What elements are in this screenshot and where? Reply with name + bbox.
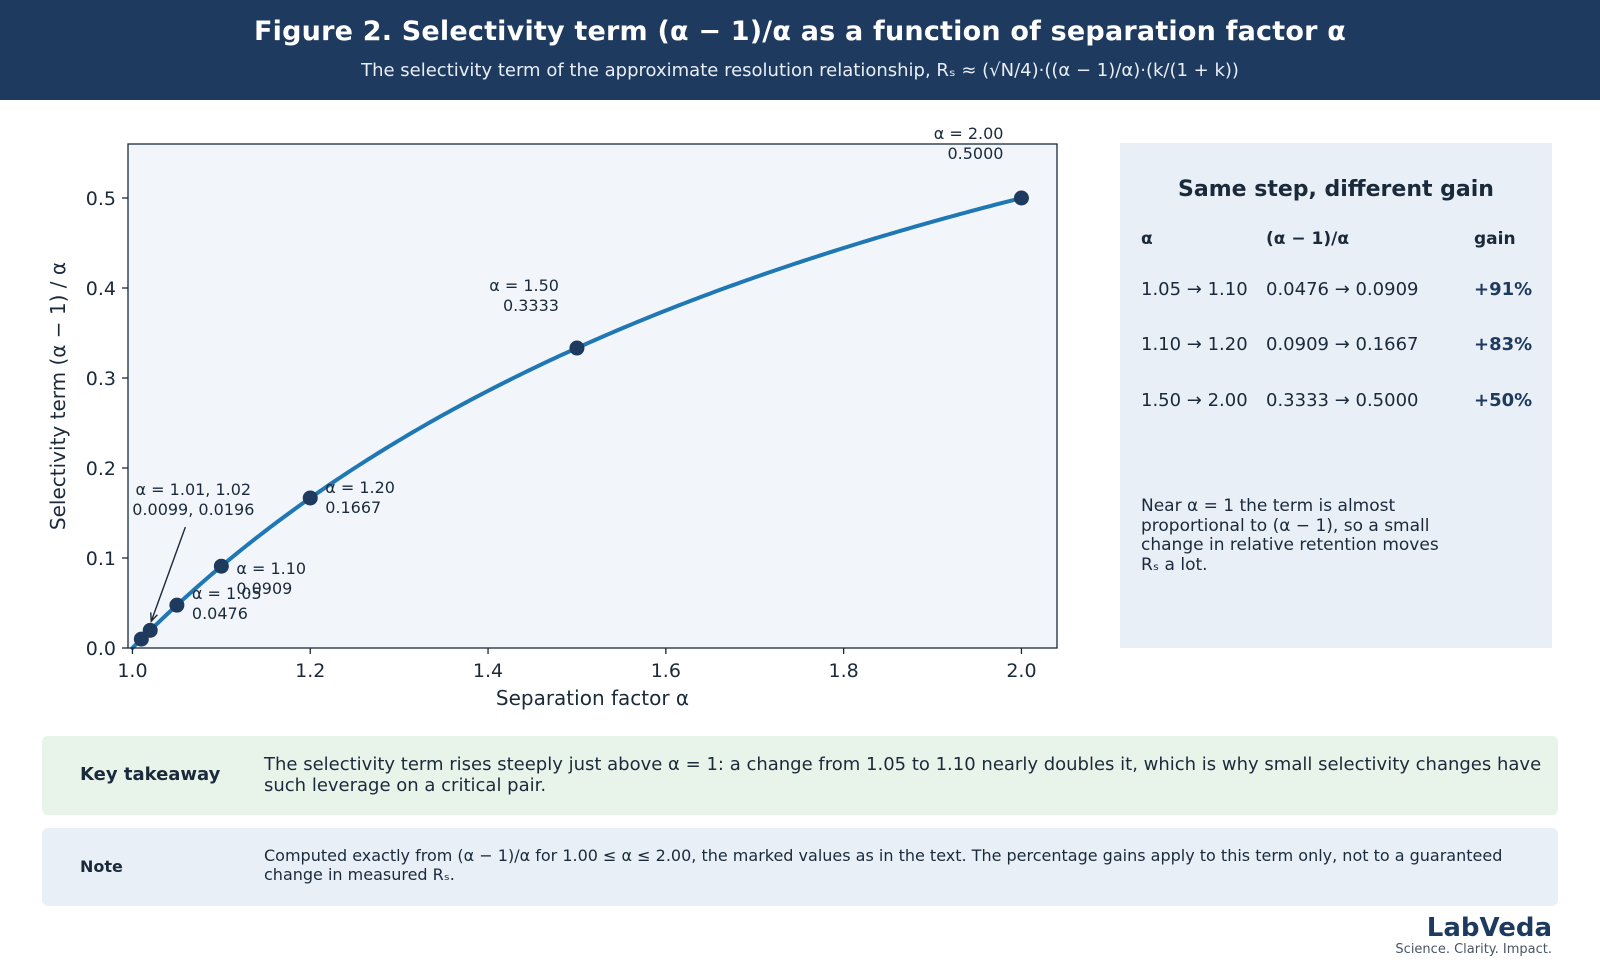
series-layer	[130, 190, 1029, 650]
annotation-value-label: 0.0099, 0.0196	[132, 500, 254, 519]
annotation-value-label: 0.0909	[236, 579, 292, 598]
data-point	[569, 340, 585, 356]
selectivity-chart: 1.0 1.2 1.4 1.6 1.8 2.0 0.0 0.1 0.2 0.3 0.4 0.5 α =…	[46, 124, 1058, 710]
note-text: Computed exactly from (α − 1)/α for 1.00…	[264, 846, 1503, 884]
annotation-alpha-label: α = 1.10	[236, 559, 306, 578]
data-point	[169, 597, 185, 613]
brand-logo: LabVeda Science. Clarity. Impact.	[1395, 914, 1552, 958]
y-tick-label: 0.0	[86, 638, 116, 660]
gain-panel: Same step, different gain α (α − 1)/α ga…	[1120, 143, 1552, 648]
gain-row-value: +50%	[1474, 390, 1533, 411]
annotation-arrow	[150, 526, 186, 622]
gain-row-alpha: 1.05 → 1.10	[1141, 279, 1248, 300]
plot-area	[128, 144, 1057, 648]
x-tick-label: 1.4	[473, 660, 503, 682]
y-tick-label: 0.4	[86, 278, 116, 300]
gain-row-value: +83%	[1474, 334, 1533, 355]
gain-panel-note: Near α = 1 the term is almost proportion…	[1141, 496, 1439, 575]
note-box: Note Computed exactly from (α − 1)/α for…	[42, 828, 1558, 906]
key-takeaway-box: Key takeaway The selectivity term rises …	[42, 736, 1558, 815]
annotation-layer: α = 1.01, 1.020.0099, 0.0196 α = 1.050.04…	[132, 124, 1003, 623]
plot-frame	[127, 143, 1058, 649]
annotation-value-label: 0.0476	[192, 604, 248, 623]
annotation-value-label: 0.5000	[947, 144, 1003, 163]
gain-panel-title: Same step, different gain	[1178, 177, 1494, 202]
x-tick-label: 2.0	[1006, 660, 1036, 682]
annotation-value-label: 0.3333	[503, 296, 559, 315]
gain-header-gain: gain	[1474, 229, 1516, 249]
data-point	[1013, 190, 1029, 206]
gain-header-term: (α − 1)/α	[1266, 229, 1350, 249]
annotation-alpha-label: α = 1.20	[325, 478, 395, 497]
x-tick-label: 1.6	[651, 660, 681, 682]
annotation-value-label: 0.1667	[325, 498, 381, 517]
y-tick-label: 0.3	[86, 368, 116, 390]
figure-header: Figure 2. Selectivity term (α − 1)/α as …	[0, 0, 1600, 100]
x-tick-label: 1.8	[829, 660, 859, 682]
annotation-alpha-label: α = 1.01, 1.02	[136, 480, 252, 499]
key-takeaway-label: Key takeaway	[80, 764, 221, 785]
y-tick-label: 0.1	[86, 548, 116, 570]
key-takeaway-text: The selectivity term rises steeply just …	[264, 754, 1542, 796]
data-point	[302, 490, 318, 506]
x-axis-label: Separation factor α	[496, 686, 689, 710]
y-tick-label: 0.5	[86, 188, 116, 210]
x-tick-label: 1.2	[295, 660, 325, 682]
gain-row-term: 0.0476 → 0.0909	[1266, 279, 1419, 300]
annotation-alpha-label: α = 1.50	[489, 276, 559, 295]
brand-name: LabVeda	[1426, 913, 1552, 943]
data-point	[213, 558, 229, 574]
gain-row-term: 0.3333 → 0.5000	[1266, 390, 1419, 411]
figure-subtitle: The selectivity term of the approximate …	[361, 60, 1239, 81]
annotation-arrow-head	[150, 612, 158, 624]
annotation-alpha-label: α = 2.00	[934, 124, 1004, 143]
brand-tagline: Science. Clarity. Impact.	[1395, 942, 1552, 957]
y-tick-label: 0.2	[86, 458, 116, 480]
x-tick-label: 1.0	[117, 660, 147, 682]
gain-row-alpha: 1.50 → 2.00	[1141, 390, 1248, 411]
gain-row-value: +91%	[1474, 279, 1533, 300]
annotation-alpha-label: α = 1.05	[192, 584, 262, 603]
axis-layer: 1.0 1.2 1.4 1.6 1.8 2.0 0.0 0.1 0.2 0.3 0.4 0.5	[86, 188, 1037, 682]
figure-title: Figure 2. Selectivity term (α − 1)/α as …	[254, 16, 1346, 47]
y-axis-label: Selectivity term (α − 1) / α	[46, 262, 70, 530]
gain-header-alpha: α	[1141, 229, 1153, 249]
note-label: Note	[80, 857, 123, 876]
gain-row-term: 0.0909 → 0.1667	[1266, 334, 1419, 355]
data-point	[142, 622, 158, 638]
gain-row-alpha: 1.10 → 1.20	[1141, 334, 1248, 355]
